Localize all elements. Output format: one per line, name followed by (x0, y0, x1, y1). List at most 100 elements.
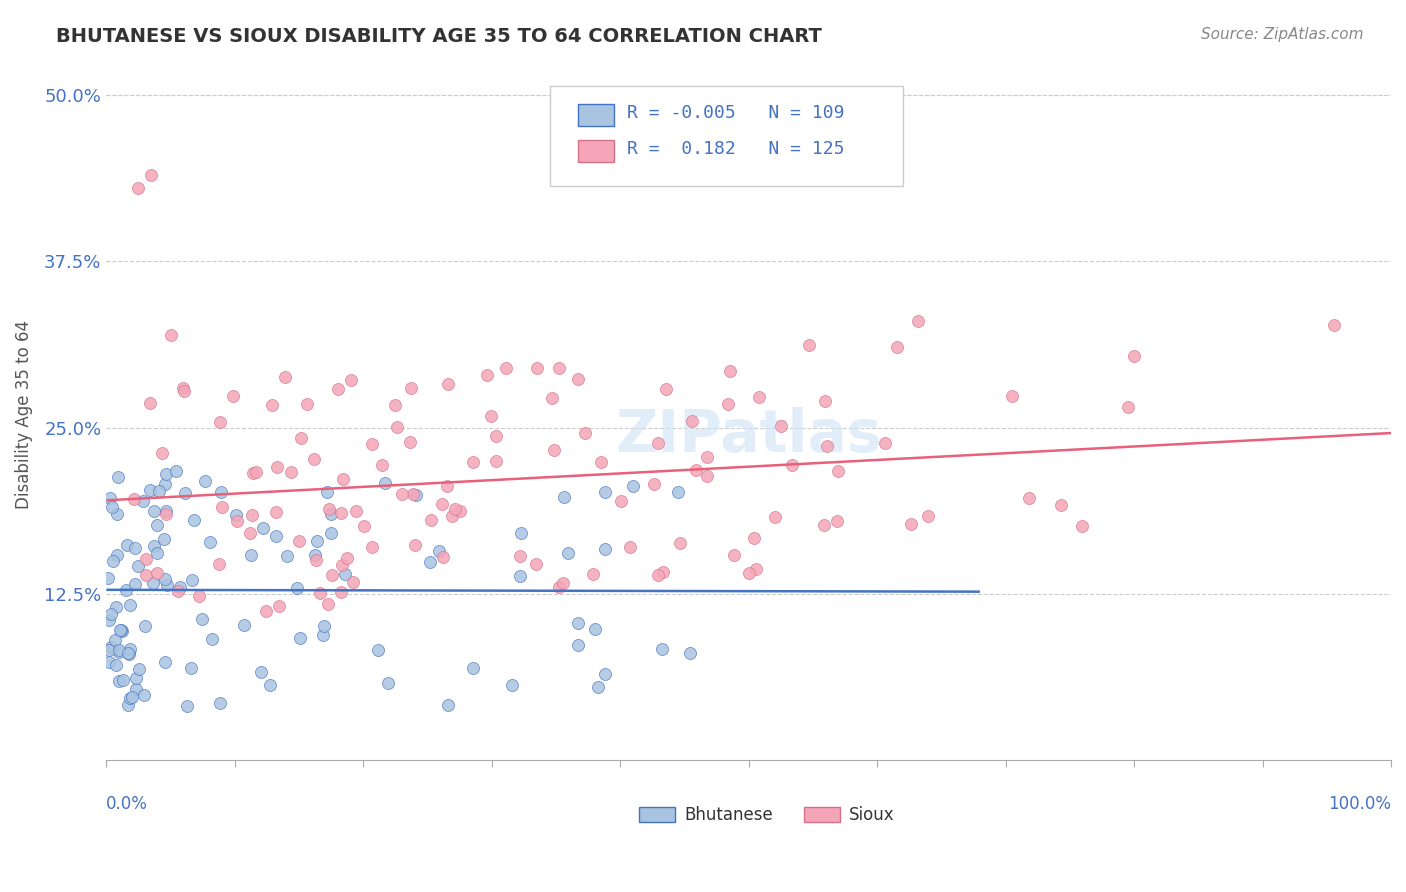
Point (557, 546, 579, 560)
Point (1123, 350, 1146, 364)
Point (174, 486, 197, 500)
Point (651, 642, 673, 657)
Point (245, 465, 267, 479)
Point (97, 642, 120, 657)
Point (297, 397, 319, 411)
Point (342, 574, 364, 589)
Point (610, 494, 633, 508)
Point (574, 426, 596, 441)
Text: R =  0.182   N = 125: R = 0.182 N = 125 (627, 140, 844, 159)
Point (264, 529, 287, 543)
Point (169, 580, 191, 594)
Point (484, 454, 506, 468)
Point (108, 673, 131, 688)
Point (101, 500, 124, 514)
Point (239, 526, 262, 541)
Point (477, 368, 499, 383)
Point (225, 508, 247, 522)
Point (321, 567, 343, 582)
Point (249, 665, 271, 680)
Text: Sioux: Sioux (849, 805, 894, 824)
Point (685, 463, 707, 477)
Point (553, 490, 575, 504)
Point (440, 508, 463, 523)
Point (273, 369, 295, 384)
Point (371, 458, 394, 473)
Point (716, 397, 738, 411)
Point (461, 661, 484, 675)
Point (444, 502, 467, 516)
Point (367, 643, 389, 657)
Point (907, 314, 929, 328)
Point (886, 340, 908, 354)
Point (110, 624, 132, 638)
Point (318, 502, 340, 516)
Point (524, 558, 547, 572)
Point (115, 538, 138, 552)
Point (825, 514, 848, 528)
Point (647, 436, 669, 450)
Point (104, 633, 127, 648)
Point (318, 597, 340, 611)
Point (131, 494, 153, 508)
Point (479, 409, 502, 423)
Point (233, 618, 256, 632)
Point (305, 552, 328, 566)
Point (643, 477, 665, 491)
Point (155, 467, 177, 482)
Point (436, 479, 458, 493)
Point (276, 549, 298, 563)
Point (304, 549, 326, 563)
Point (288, 534, 311, 549)
Point (509, 549, 531, 563)
Point (226, 514, 249, 528)
Point (745, 562, 768, 576)
Point (128, 661, 150, 675)
Point (240, 549, 263, 563)
Point (316, 485, 339, 500)
Point (242, 467, 264, 481)
Point (267, 599, 290, 614)
Point (526, 361, 548, 376)
Point (156, 578, 179, 592)
Point (1001, 389, 1024, 403)
Point (114, 582, 136, 597)
Y-axis label: Disability Age 35 to 64: Disability Age 35 to 64 (15, 320, 32, 508)
Point (485, 429, 508, 443)
Point (1018, 491, 1040, 505)
Point (427, 544, 450, 558)
Point (208, 557, 231, 571)
Point (222, 389, 245, 403)
Point (583, 622, 606, 636)
Point (827, 464, 849, 478)
Point (595, 667, 617, 681)
Point (201, 632, 224, 646)
Point (97, 571, 120, 585)
Point (669, 535, 692, 549)
Point (142, 575, 165, 590)
Point (165, 464, 187, 478)
Point (146, 566, 169, 581)
Point (501, 678, 523, 692)
Point (117, 646, 139, 660)
Point (651, 566, 673, 580)
Point (173, 384, 195, 398)
Point (589, 455, 612, 469)
Point (240, 508, 263, 522)
Point (404, 538, 426, 552)
Point (155, 504, 177, 518)
Point (679, 646, 702, 660)
Point (155, 656, 177, 670)
Text: R = -0.005   N = 109: R = -0.005 N = 109 (627, 104, 844, 122)
Point (799, 338, 821, 352)
Point (353, 519, 375, 533)
Point (288, 631, 311, 645)
Point (120, 642, 142, 657)
Point (432, 497, 454, 511)
Point (567, 616, 589, 631)
Point (720, 363, 742, 377)
Point (655, 382, 678, 396)
Point (143, 504, 166, 518)
Point (121, 690, 143, 705)
Point (346, 503, 368, 517)
